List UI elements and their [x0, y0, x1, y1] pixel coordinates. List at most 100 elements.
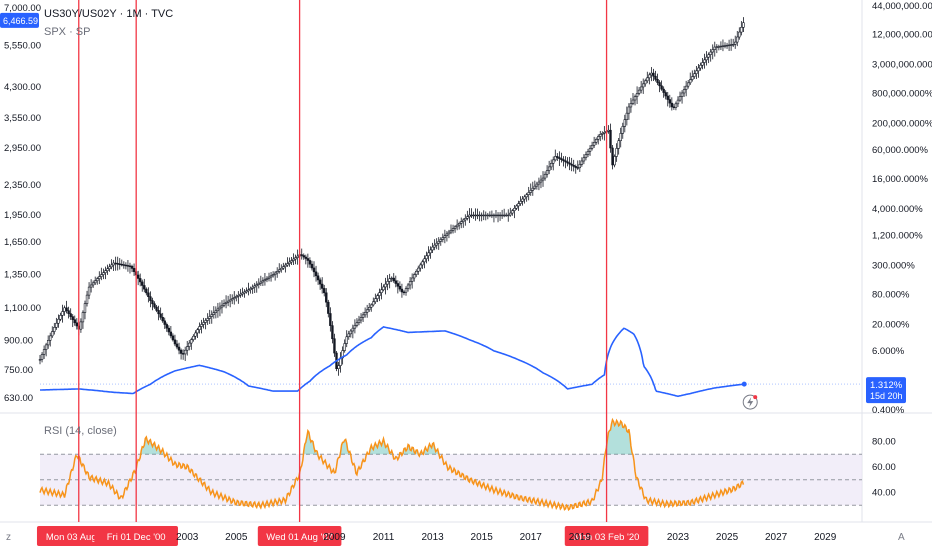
lightning-icon-dot[interactable] [753, 395, 758, 400]
candle-body [492, 214, 496, 217]
rsi-label[interactable]: RSI (14, close) [44, 425, 117, 437]
spx-candle [169, 325, 173, 339]
candle-body [388, 278, 391, 282]
spx-candle [325, 288, 328, 308]
candle-body [650, 72, 653, 76]
rsi-band [40, 454, 862, 506]
spx-candle [574, 164, 577, 174]
spx-candle [572, 159, 575, 172]
spx-candle [511, 208, 514, 216]
spx-candle [529, 183, 532, 196]
candle-body [648, 74, 651, 79]
candle-body [132, 268, 136, 272]
spx-candle [660, 80, 663, 91]
candle-body [118, 263, 121, 265]
symbol-title[interactable]: US30Y/US02Y · 1M · TVC [44, 8, 174, 20]
spx-candle [558, 151, 561, 166]
spx-candle [684, 80, 688, 97]
spx-candle [206, 313, 209, 325]
spx-candle [53, 322, 56, 335]
candle-body [619, 133, 622, 142]
spx-candle [639, 80, 643, 94]
candle-body [517, 203, 520, 207]
candle-body [100, 274, 103, 277]
spx-candle [588, 145, 592, 156]
spx-candle [537, 177, 541, 191]
spx-candle [590, 141, 594, 151]
spx-candle [543, 171, 547, 181]
vertical-line-date-tag[interactable] [564, 526, 649, 546]
spx-candle [327, 299, 330, 318]
candle-body [261, 280, 265, 283]
compare-symbol-label[interactable]: SPX · SP [44, 26, 91, 38]
candle-body [713, 46, 716, 50]
candle-body [392, 277, 395, 282]
spx-price-tag-text: 6,466.59 [3, 16, 38, 26]
candle-body [734, 41, 737, 45]
spx-candle [173, 334, 177, 347]
spx-candle [693, 69, 696, 79]
candle-body [406, 284, 410, 289]
spx-candle [282, 262, 285, 271]
candle-body [177, 346, 181, 351]
vertical-line-date-label[interactable]: Mon 03 Feb '20 [574, 532, 640, 543]
vertical-line-date-tag[interactable] [257, 526, 342, 546]
left-axis-tick: 3,550.00 [4, 113, 41, 124]
candle-body [433, 244, 436, 248]
candle-body [222, 303, 226, 306]
candle-body [102, 272, 105, 275]
spx-candle [110, 259, 113, 270]
candle-body [425, 255, 428, 260]
spx-candle [423, 255, 426, 269]
candle-body [457, 223, 461, 226]
candle-body [476, 214, 479, 217]
auto-scale-icon[interactable]: A [898, 532, 905, 543]
spx-candle [525, 192, 528, 202]
candle-body [171, 335, 175, 341]
candle-body [549, 163, 553, 168]
candle-body [682, 89, 686, 94]
left-axis-tick: 750.00 [4, 365, 33, 376]
vertical-line-date-label[interactable]: Fri 01 Dec '00 [107, 532, 166, 543]
spx-candle [541, 171, 545, 187]
spx-price-tag [0, 12, 39, 28]
candle-body [302, 255, 305, 258]
spx-candle [666, 91, 669, 107]
candle-body [490, 214, 494, 217]
candle-body [91, 282, 95, 286]
candle-body [625, 112, 629, 120]
time-axis-tick: 2025 [716, 532, 739, 543]
candle-body [684, 85, 688, 90]
vertical-line-date-label[interactable]: Wed 01 Aug '07 [266, 532, 333, 543]
candle-body [474, 214, 477, 217]
spx-candle [261, 277, 265, 287]
lightning-icon[interactable] [742, 394, 758, 410]
vertical-line-date-label[interactable]: Mon 03 Aug '98 [46, 532, 112, 543]
candle-body [374, 298, 377, 303]
spx-candle [153, 301, 156, 309]
spx-candle [355, 318, 359, 328]
candle-body [194, 332, 197, 337]
candle-body [67, 310, 70, 314]
spx-candle [449, 224, 453, 235]
spx-candle [347, 330, 350, 340]
spx-candle [601, 131, 604, 140]
candle-body [122, 264, 126, 266]
candle-body [502, 214, 506, 217]
spx-candle [427, 246, 430, 262]
spx-candle [194, 330, 197, 340]
spx-candle [292, 253, 295, 266]
spx-candle [734, 35, 737, 49]
lightning-icon-bolt[interactable] [747, 397, 754, 408]
candle-body [357, 319, 361, 324]
spx-candle [143, 278, 146, 293]
log-scale-icon[interactable]: z [6, 532, 11, 543]
candle-body [402, 291, 406, 294]
vertical-line-date-tag[interactable] [94, 526, 178, 546]
candle-body [157, 310, 160, 315]
candle-body [179, 349, 183, 354]
spx-candle [265, 276, 269, 283]
spx-candle [368, 302, 371, 312]
